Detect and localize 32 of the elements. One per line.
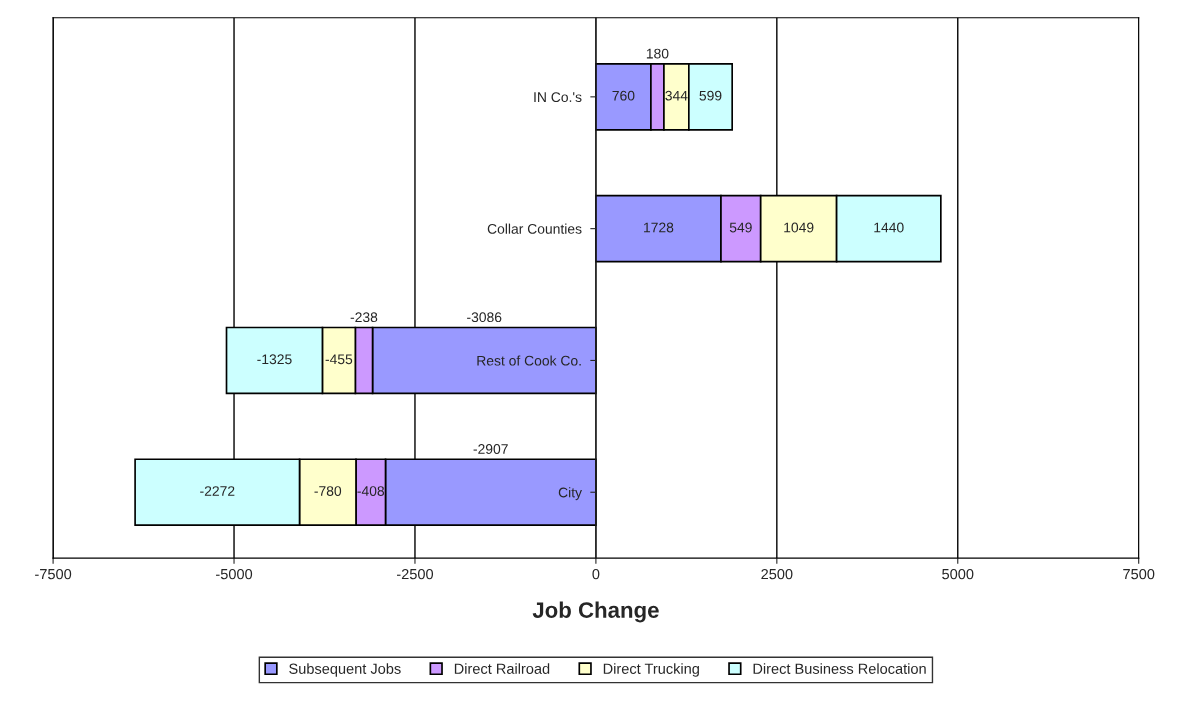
data-label: 1049 — [784, 222, 814, 233]
x-tick-label: 0 — [592, 568, 600, 580]
data-label: 599 — [699, 90, 722, 101]
x-tick-label: -2500 — [396, 568, 434, 580]
x-axis-title: Job Change — [532, 601, 659, 623]
data-label: 1440 — [874, 222, 904, 233]
y-tick-label: Collar Counties — [487, 223, 582, 234]
data-label: -238 — [350, 312, 378, 323]
x-tick-label: -5000 — [216, 568, 253, 580]
data-label: -408 — [357, 486, 385, 496]
y-tick-label: City — [558, 487, 582, 501]
data-label: -1325 — [257, 354, 292, 365]
y-tick-label: IN Co.'s — [534, 92, 582, 103]
x-tick-label: -7500 — [35, 568, 72, 580]
y-tick-label: Rest of Cook Co. — [477, 355, 581, 366]
x-tick-label: 2500 — [761, 568, 793, 580]
data-label: -2907 — [473, 444, 508, 454]
data-label: -455 — [325, 354, 353, 365]
legend-label: Subsequent Jobs — [289, 663, 401, 677]
x-tick-label: 5000 — [942, 568, 974, 580]
legend-label: Direct Trucking — [603, 663, 699, 677]
data-label: 760 — [612, 90, 635, 101]
data-label: 549 — [729, 222, 752, 233]
data-label: -2272 — [200, 486, 235, 496]
legend-label: Direct Railroad — [454, 663, 550, 674]
data-label: 180 — [646, 48, 669, 59]
data-label: -780 — [314, 486, 342, 496]
data-label: 344 — [665, 90, 688, 101]
data-label: -3086 — [467, 312, 502, 323]
x-tick-label: 7500 — [1123, 568, 1155, 580]
data-label: 1728 — [644, 222, 674, 233]
legend-label: Direct Business Relocation — [753, 663, 926, 674]
